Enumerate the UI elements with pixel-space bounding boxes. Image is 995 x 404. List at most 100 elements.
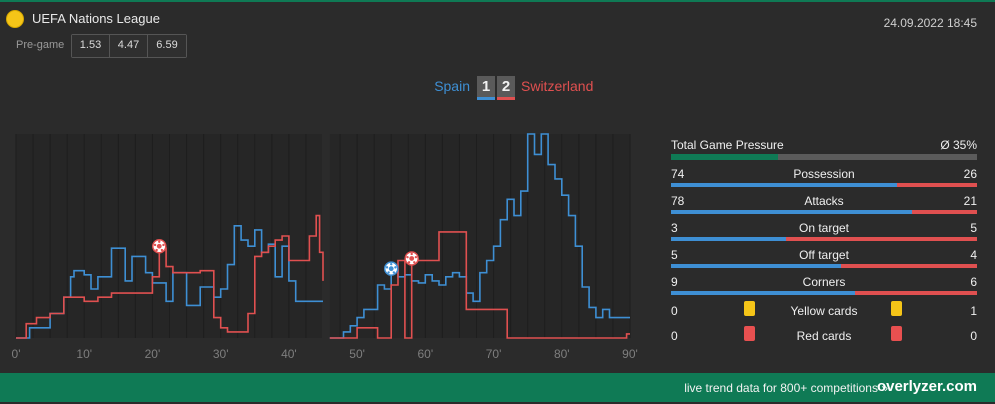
pressure-label: Total Game Pressure — [671, 138, 784, 152]
pressure-trend-chart[interactable]: 0' 10' 20' 30' 40' 50' 60' 70' 80' 90' — [0, 126, 650, 366]
away-team-name[interactable]: Switzerland — [521, 78, 594, 94]
stat-row-attacks: 78 Attacks 21 — [671, 187, 977, 214]
stat-bar — [671, 237, 977, 241]
card-away-value: 0 — [970, 329, 977, 343]
goal-ball-patch — [394, 266, 397, 269]
yellow-card-icon — [744, 301, 755, 316]
yellow-card-icon — [891, 301, 902, 316]
x-tick-label: 70' — [486, 347, 502, 361]
stat-row-corners: 9 Corners 6 — [671, 268, 977, 295]
card-home-value: 0 — [671, 304, 678, 318]
footer-text[interactable]: live trend data for 800+ competitions » — [684, 381, 888, 395]
x-tick-label: 0' — [12, 347, 21, 361]
goal-marker-spain[interactable] — [383, 261, 399, 276]
x-tick-label: 30' — [213, 347, 229, 361]
pressure-value: Ø 35% — [940, 138, 977, 152]
stat-bar-home — [671, 291, 855, 295]
stat-row-off-target: 5 Off target 4 — [671, 241, 977, 268]
x-tick-label: 80' — [554, 347, 570, 361]
goal-ball-patch — [413, 261, 416, 264]
goal-marker-switzerland[interactable] — [404, 251, 419, 266]
stat-away-value: 4 — [970, 248, 977, 262]
goal-ball-patch — [406, 255, 409, 259]
stat-bar-home — [671, 237, 786, 241]
card-home-value: 0 — [671, 329, 678, 343]
x-tick-label: 10' — [76, 347, 92, 361]
card-name: Red cards — [796, 329, 852, 343]
stat-away-value: 26 — [963, 167, 977, 181]
goal-ball-patch — [387, 271, 390, 274]
match-stats-panel: Total Game Pressure Ø 35% 74 Possession 26… — [671, 136, 977, 348]
stat-home-value: 74 — [671, 167, 685, 181]
odds-away[interactable]: 6.59 — [148, 35, 186, 57]
goal-ball-patch — [162, 243, 165, 247]
stat-bar — [671, 210, 977, 214]
competition-icon — [6, 10, 24, 28]
match-datetime: 24.09.2022 18:45 — [883, 16, 977, 30]
stat-bar-home — [671, 183, 898, 187]
stat-row-on-target: 3 On target 5 — [671, 214, 977, 241]
total-game-pressure: Total Game Pressure Ø 35% — [671, 136, 977, 153]
goal-ball-patch — [390, 262, 393, 266]
card-away-value: 1 — [970, 304, 977, 318]
goal-ball-patch — [410, 252, 413, 256]
goal-ball-patch — [155, 248, 158, 252]
goal-ball-patch — [153, 243, 157, 247]
match-header: UEFA Nations League 24.09.2022 18:45 Pre… — [0, 2, 995, 66]
stat-row-possession: 74 Possession 26 — [671, 160, 977, 187]
goal-ball-center — [156, 243, 162, 249]
goal-ball-patch — [385, 266, 389, 269]
home-team-name[interactable]: Spain — [434, 78, 470, 94]
pregame-label: Pre-game — [16, 39, 65, 51]
stat-away-value: 5 — [970, 221, 977, 235]
trend-chart-svg: 0' 10' 20' 30' 40' 50' 60' 70' 80' 90' — [12, 133, 638, 361]
stat-home-value: 78 — [671, 194, 685, 208]
red-card-icon — [891, 326, 902, 341]
stat-bar — [671, 264, 977, 268]
stat-bar-away — [897, 183, 977, 187]
stat-bar-away — [785, 237, 977, 241]
odds-draw[interactable]: 4.47 — [110, 35, 148, 57]
card-name: Yellow cards — [790, 304, 858, 318]
goal-ball-patch — [414, 255, 418, 259]
x-tick-label: 20' — [145, 347, 161, 361]
goal-ball-patch — [392, 271, 396, 274]
stat-home-value: 3 — [671, 221, 678, 235]
stat-name: Possession — [793, 167, 855, 181]
top-accent-line — [0, 0, 995, 2]
footer-banner[interactable]: live trend data for 800+ competitions » … — [0, 373, 995, 402]
stat-bar-away — [912, 210, 977, 214]
stat-name: On target — [798, 221, 850, 235]
stat-bar-home — [671, 210, 913, 214]
goal-marker-switzerland[interactable] — [152, 238, 167, 254]
stat-row-red-cards: 0 Red cards 0 — [671, 323, 977, 348]
goal-ball-patch — [158, 240, 161, 243]
trend-line-switzerland — [16, 214, 630, 339]
goal-ball-patch — [407, 261, 411, 264]
stat-away-value: 6 — [970, 275, 977, 289]
stat-bar-away — [841, 264, 977, 268]
half-time-gap — [322, 134, 330, 338]
stat-name: Attacks — [804, 194, 844, 208]
pressure-bar — [671, 154, 977, 160]
stat-away-value: 21 — [963, 194, 977, 208]
footer-brand-logo[interactable]: overlyzer.com — [876, 378, 977, 395]
pregame-odds: 1.53 4.47 6.59 — [71, 34, 187, 58]
competition-name[interactable]: UEFA Nations League — [32, 11, 160, 26]
odds-home[interactable]: 1.53 — [72, 35, 110, 57]
stat-bar — [671, 291, 977, 295]
stat-row-yellow-cards: 0 Yellow cards 1 — [671, 298, 977, 323]
stat-name: Corners — [802, 275, 846, 289]
x-tick-label: 60' — [418, 347, 434, 361]
stat-name: Off target — [799, 248, 849, 262]
stat-home-value: 5 — [671, 248, 678, 262]
goal-ball-center — [388, 266, 394, 272]
stat-bar-home — [671, 264, 842, 268]
x-tick-label: 90' — [622, 347, 638, 361]
red-card-icon — [744, 326, 755, 341]
stat-home-value: 9 — [671, 275, 678, 289]
away-score: 2 — [497, 76, 515, 100]
stat-bar — [671, 183, 977, 187]
goal-ball-patch — [160, 248, 164, 252]
x-tick-label: 50' — [349, 347, 365, 361]
